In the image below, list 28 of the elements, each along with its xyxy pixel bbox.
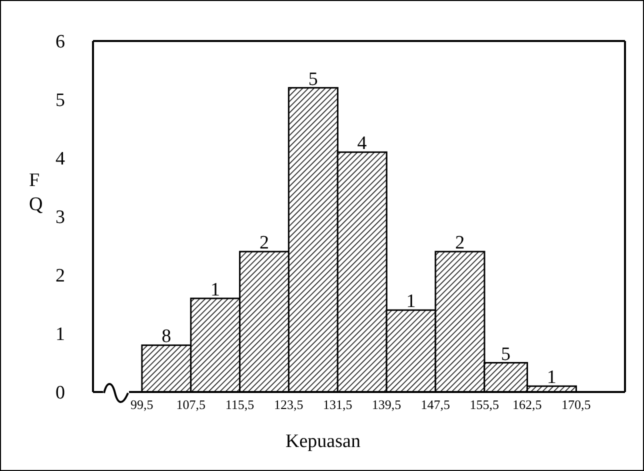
x-tick-label: 123,5 <box>274 397 304 412</box>
x-tick-label: 155,5 <box>470 397 499 412</box>
x-tick-label: 147,5 <box>420 397 450 412</box>
annotation: 5 <box>501 344 511 365</box>
x-tick-label: 139,5 <box>372 397 402 412</box>
y-tick-label: 0 <box>56 382 65 404</box>
annotation: 1 <box>406 291 416 312</box>
y-tick-label: 1 <box>56 324 65 346</box>
annotation: 5 <box>308 68 318 90</box>
x-axis-title: Kepuasan <box>284 431 362 453</box>
y-axis-title: FQ <box>29 169 43 217</box>
annotation: 8 <box>162 326 172 348</box>
x-tick-label: 99,5 <box>130 397 154 412</box>
annotation: 1 <box>210 279 220 300</box>
y-tick-label: 4 <box>56 148 66 170</box>
y-tick-label: 6 <box>56 32 65 53</box>
x-tick-label: 170,5 <box>561 397 591 412</box>
annotation: 2 <box>455 232 465 254</box>
x-tick-label: 131,5 <box>322 397 352 412</box>
x-tick-label: 115,5 <box>225 397 254 412</box>
y-tick-label: 3 <box>56 207 65 228</box>
x-tick-label: 162,5 <box>512 397 542 412</box>
annotation: 2 <box>259 232 269 254</box>
annotation: 1 <box>546 367 556 388</box>
x-tick-label: 107,5 <box>176 397 206 412</box>
y-tick-label: 5 <box>56 90 65 112</box>
y-tick-label: 2 <box>56 266 65 287</box>
annotation: 4 <box>357 133 368 154</box>
